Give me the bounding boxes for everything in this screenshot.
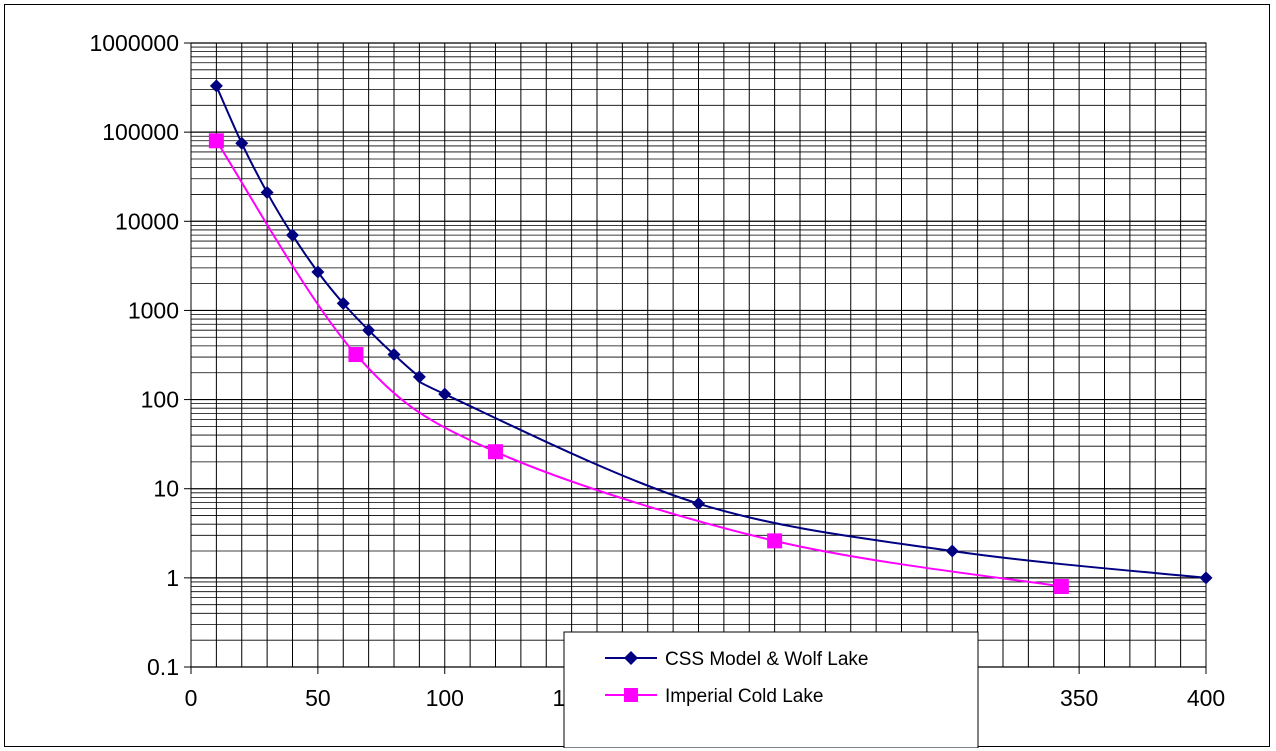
y-tick-label: 0.1 <box>147 654 179 680</box>
data-point-diamond <box>336 296 350 310</box>
legend-marker-imperial <box>624 688 638 702</box>
y-tick-label: 1000000 <box>89 30 179 56</box>
data-point-square <box>767 533 783 549</box>
legend-marker-css <box>624 651 638 665</box>
chart-frame: 0.11101001000100001000001000000050100150… <box>4 4 1270 748</box>
data-point-square <box>348 347 364 363</box>
data-point-diamond <box>311 265 325 279</box>
data-point-square <box>488 444 503 460</box>
series-line-1 <box>215 140 1062 588</box>
legend-label-css: CSS Model & Wolf Lake <box>665 649 868 670</box>
y-tick-label: 100 <box>141 387 179 413</box>
data-point-diamond <box>1199 571 1213 585</box>
legend: CSS Model & Wolf Lake Imperial Cold Lake <box>563 631 979 748</box>
x-tick-label: 400 <box>1187 685 1225 711</box>
x-tick-label: 350 <box>1060 685 1098 711</box>
data-point-diamond <box>235 136 249 150</box>
data-point-square <box>1053 578 1069 594</box>
data-point-diamond <box>260 186 274 200</box>
series-line-0 <box>215 85 1207 579</box>
grid <box>191 42 1206 668</box>
chart: 0.11101001000100001000001000000050100150… <box>89 30 1225 748</box>
data-point-diamond <box>387 348 401 362</box>
data-point-square <box>208 133 224 149</box>
y-tick-label: 1 <box>166 565 179 591</box>
legend-label-imperial: Imperial Cold Lake <box>665 686 823 707</box>
data-point-diamond <box>438 387 452 401</box>
data-point-diamond <box>362 323 376 337</box>
y-tick-label: 100000 <box>102 119 179 145</box>
data-point-diamond <box>286 228 299 242</box>
data-point-diamond <box>945 544 959 558</box>
data-point-diamond <box>692 497 705 511</box>
data-point-diamond <box>209 79 223 93</box>
y-tick-label: 10 <box>153 476 179 502</box>
y-tick-label: 10000 <box>115 208 179 234</box>
x-tick-label: 100 <box>426 685 464 711</box>
data-point-diamond <box>412 370 426 384</box>
series-markers <box>208 79 1213 594</box>
x-tick-label: 50 <box>305 685 331 711</box>
y-tick-label: 1000 <box>128 297 179 323</box>
series-lines <box>215 85 1207 588</box>
x-tick-label: 0 <box>185 685 198 711</box>
